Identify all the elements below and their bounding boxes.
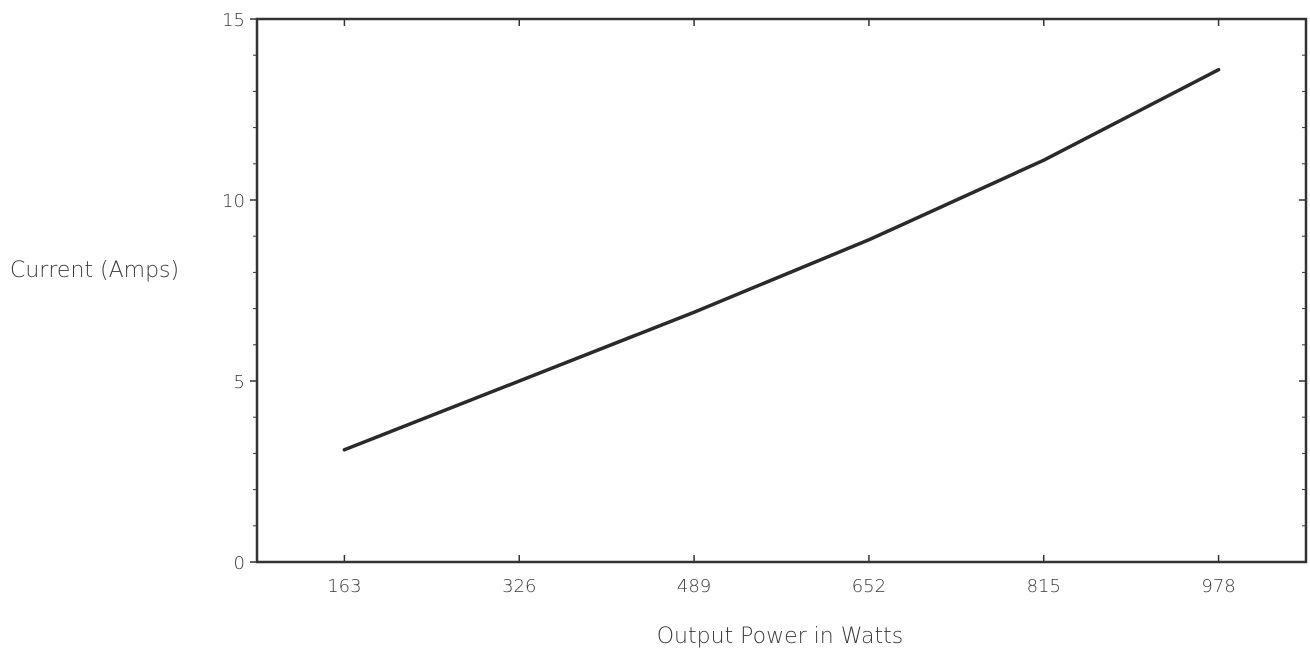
x-tick-label: 163 — [327, 576, 361, 597]
plot-area-frame — [255, 17, 1308, 564]
axis-ticks — [250, 18, 1306, 563]
x-tick-label: 652 — [852, 576, 886, 597]
y-tick-label: 15 — [222, 10, 245, 31]
y-tick-label: 10 — [222, 191, 245, 212]
x-tick-label: 489 — [677, 576, 711, 597]
series-line — [342, 67, 1221, 452]
x-tick-label: 978 — [1201, 576, 1235, 597]
y-tick-label: 5 — [234, 372, 245, 393]
y-axis-title: Current (Amps) — [10, 258, 179, 283]
x-axis-title: Output Power in Watts — [657, 624, 904, 649]
series-layer — [342, 67, 1221, 452]
tick-labels: 0 5 10 15 163 326 489 652 815 978 — [222, 10, 1236, 597]
y-tick-label: 0 — [234, 553, 245, 574]
x-tick-label: 815 — [1027, 576, 1061, 597]
x-tick-label: 326 — [502, 576, 536, 597]
